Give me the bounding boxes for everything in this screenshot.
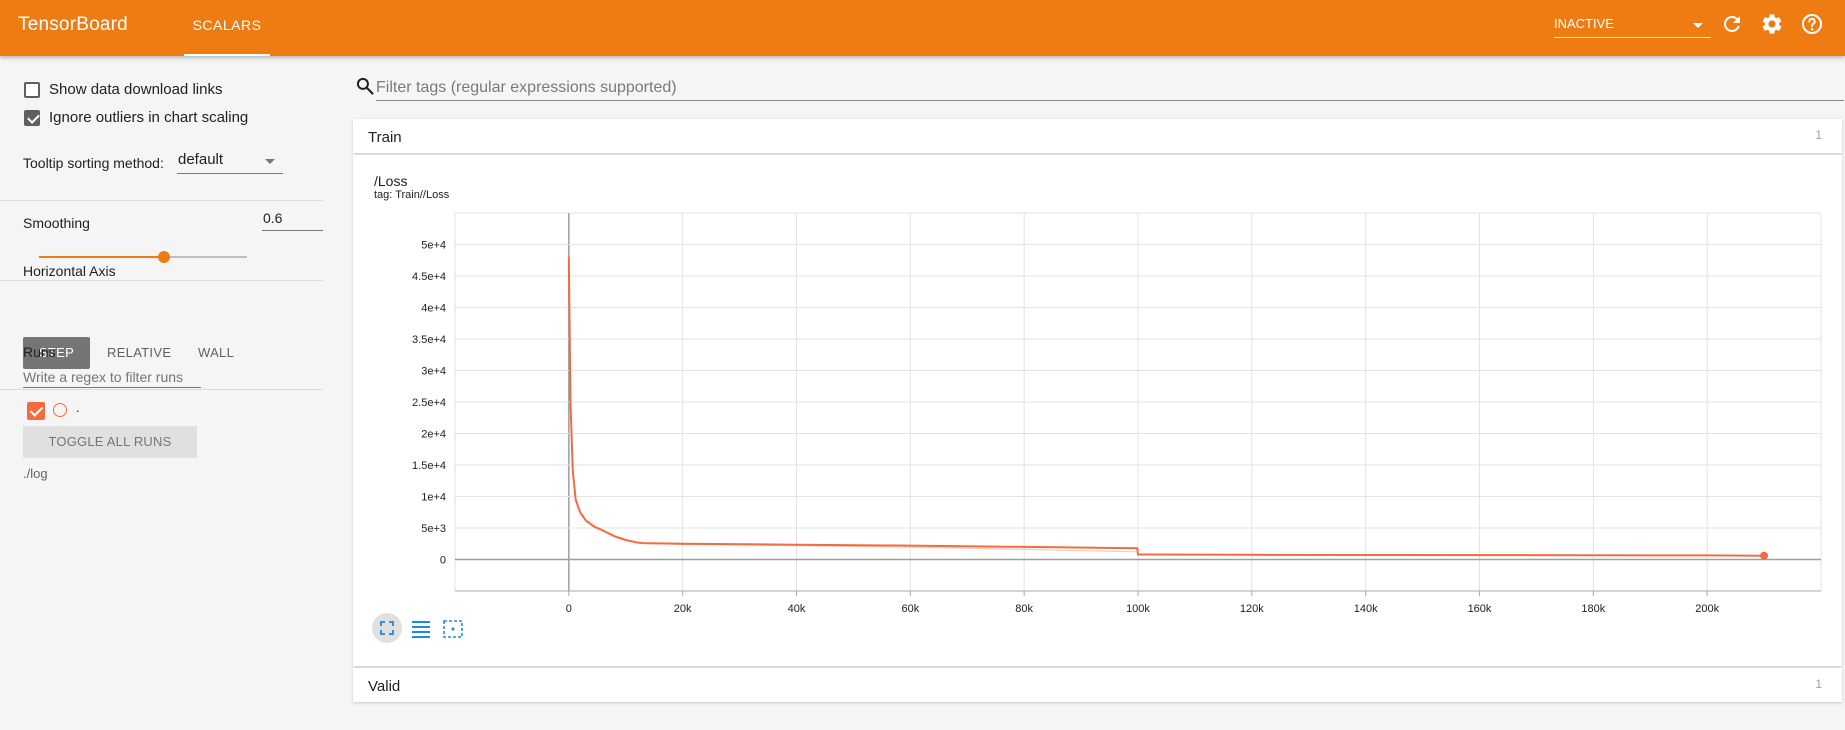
- x-tick-label: 80k: [1015, 603, 1033, 615]
- section-divider: [0, 280, 323, 281]
- zoom-box-icon[interactable]: [442, 618, 464, 640]
- smoothing-label: Smoothing: [23, 215, 90, 231]
- y-tick-label: 5e+3: [421, 523, 446, 535]
- runs-filter-placeholder: Write a regex to filter runs: [23, 369, 184, 385]
- group-header-train[interactable]: Train 1: [353, 119, 1842, 153]
- group-count: 1: [1815, 677, 1822, 691]
- ignore-outliers-label[interactable]: Ignore outliers in chart scaling: [49, 109, 249, 126]
- x-tick-label: 180k: [1581, 603, 1605, 615]
- y-tick-label: 4.5e+4: [412, 271, 446, 283]
- tab-active-indicator: [184, 54, 270, 56]
- run-checkbox[interactable]: [27, 402, 45, 420]
- y-tick-label: 2.5e+4: [412, 397, 446, 409]
- show-download-links-checkbox[interactable]: [24, 82, 40, 98]
- log-scale-toggle-icon[interactable]: [410, 618, 432, 640]
- section-divider: [0, 200, 323, 201]
- x-tick-label: 60k: [901, 603, 919, 615]
- toggle-all-runs-button[interactable]: TOGGLE ALL RUNS: [23, 426, 197, 458]
- runs-filter-input[interactable]: Write a regex to filter runs: [23, 364, 201, 388]
- horizontal-axis-label: Horizontal Axis: [23, 263, 116, 279]
- logdir-label: ./log: [23, 466, 48, 481]
- app-brand[interactable]: TensorBoard: [18, 14, 128, 35]
- group-name: Valid: [368, 678, 401, 695]
- smoothing-slider-fill: [39, 256, 164, 258]
- y-tick-label: 4e+4: [421, 303, 446, 315]
- chevron-down-icon: [265, 159, 275, 164]
- run-status-select[interactable]: INACTIVE: [1554, 14, 1711, 38]
- x-tick-label: 20k: [674, 603, 692, 615]
- y-tick-label: 1e+4: [421, 492, 446, 504]
- x-tick-label: 0: [566, 603, 572, 615]
- tooltip-sorting-label: Tooltip sorting method:: [23, 155, 164, 171]
- group-count: 1: [1815, 128, 1822, 142]
- run-color-icon[interactable]: [53, 403, 67, 417]
- show-download-links-label[interactable]: Show data download links: [49, 81, 223, 98]
- tooltip-sorting-value: default: [178, 151, 224, 168]
- smoothing-value-input[interactable]: 0.6: [262, 207, 323, 231]
- series-end-point: [1760, 551, 1769, 560]
- axis-relative-button[interactable]: RELATIVE: [107, 345, 172, 360]
- fullscreen-icon: [380, 621, 394, 635]
- axis-step-button[interactable]: STEP: [23, 337, 90, 369]
- tag-filter-input[interactable]: [376, 75, 1844, 101]
- x-tick-label: 160k: [1468, 603, 1492, 615]
- tab-scalars-label: SCALARS: [192, 17, 262, 33]
- y-tick-label: 0: [440, 555, 446, 567]
- tooltip-sorting-select[interactable]: default: [177, 146, 283, 174]
- y-tick-label: 5e+4: [421, 240, 446, 252]
- run-status-value: INACTIVE: [1554, 16, 1614, 31]
- y-tick-label: 3.5e+4: [412, 334, 446, 346]
- y-tick-label: 1.5e+4: [412, 460, 446, 472]
- y-tick-label: 3e+4: [421, 366, 446, 378]
- x-tick-label: 40k: [788, 603, 806, 615]
- smoothed-series-line: [567, 257, 1765, 557]
- runs-label: Runs: [23, 344, 56, 360]
- help-icon[interactable]: [1800, 12, 1824, 36]
- ignore-outliers-checkbox[interactable]: [24, 110, 40, 126]
- raw-series-line: [568, 250, 1765, 557]
- x-tick-label: 200k: [1695, 603, 1719, 615]
- run-name: .: [76, 400, 80, 415]
- chart-card: /Loss tag: Train//Loss 0 20k 40k 60k 80k 100k…: [353, 155, 1842, 666]
- refresh-icon[interactable]: [1720, 12, 1744, 36]
- x-tick-label: 120k: [1240, 603, 1264, 615]
- loss-chart[interactable]: 0 20k 40k 60k 80k 100k 120k 140k 160k 180k 200k 0 5e…: [353, 155, 1842, 666]
- x-tick-label: 140k: [1354, 603, 1378, 615]
- smoothing-slider-handle[interactable]: [157, 251, 170, 263]
- fit-domain-button[interactable]: [372, 613, 402, 643]
- y-tick-label: 2e+4: [421, 429, 446, 441]
- search-icon: [356, 77, 374, 95]
- chart-title: /Loss: [374, 173, 408, 189]
- smoothing-value: 0.6: [263, 210, 283, 226]
- group-header-valid[interactable]: Valid 1: [353, 668, 1842, 702]
- section-divider: [0, 389, 323, 390]
- smoothing-slider[interactable]: [39, 251, 247, 263]
- sidebar: Show data download links Ignore outliers…: [0, 56, 323, 730]
- tab-scalars[interactable]: SCALARS: [184, 0, 270, 56]
- settings-icon[interactable]: [1760, 12, 1784, 36]
- x-tick-label: 100k: [1126, 603, 1150, 615]
- group-name: Train: [368, 129, 402, 146]
- axis-wall-button[interactable]: WALL: [198, 345, 235, 360]
- chevron-down-icon: [1693, 23, 1703, 28]
- chart-tag: tag: Train//Loss: [374, 189, 450, 201]
- top-app-bar: TensorBoard SCALARS INACTIVE: [0, 0, 1845, 56]
